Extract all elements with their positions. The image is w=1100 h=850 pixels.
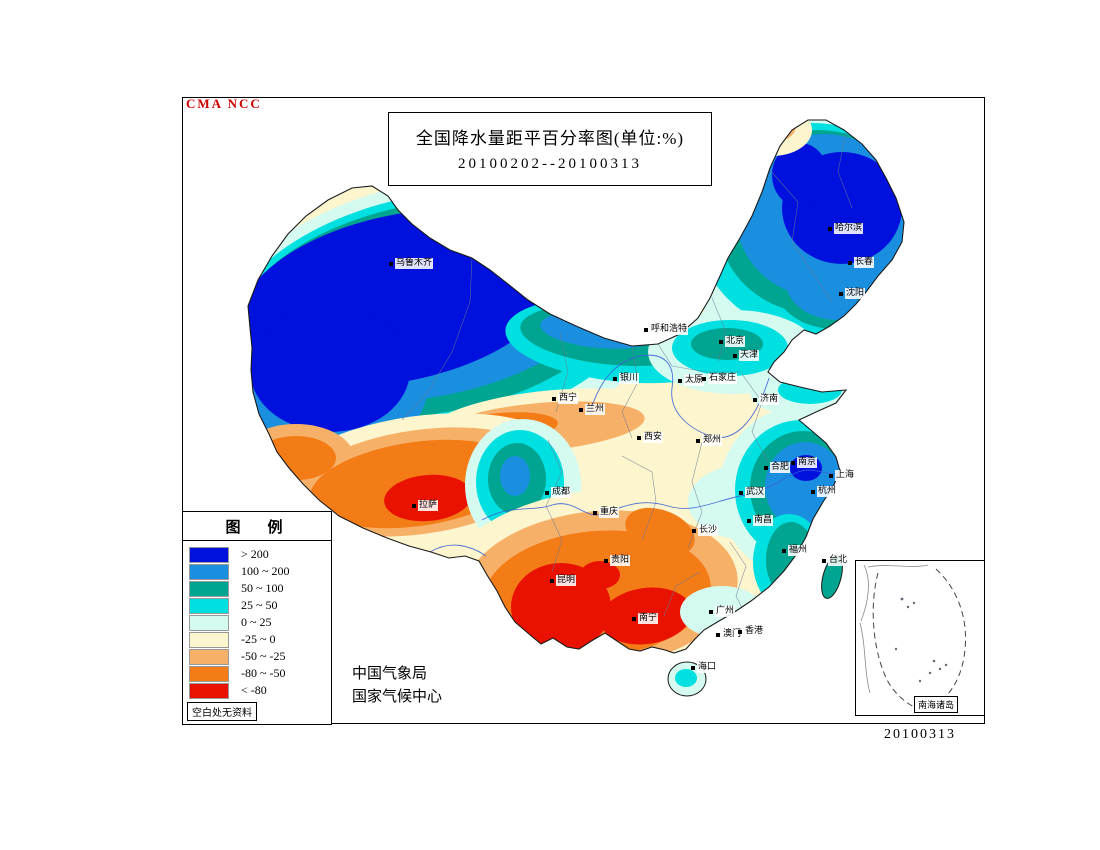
map-title: 全国降水量距平百分率图(单位:%) [415, 129, 685, 148]
legend-no-data: 空白处无资料 [187, 702, 257, 721]
legend-swatch [189, 597, 229, 614]
legend: 图 例 > 200 100 ~ 200 50 ~ 100 25 ~ 50 0 ~ 25 -… [182, 511, 332, 725]
legend-label: > 200 [241, 547, 269, 561]
legend-label: 25 ~ 50 [241, 598, 278, 612]
legend-item: 25 ~ 50 [189, 597, 331, 614]
legend-swatch [189, 563, 229, 580]
legend-swatch [189, 614, 229, 631]
rivers [429, 354, 838, 557]
map-title-box: 全国降水量距平百分率图(单位:%) 20100202--20100313 [388, 112, 712, 186]
legend-label: 100 ~ 200 [241, 564, 290, 578]
legend-swatch [189, 546, 229, 563]
date-stamp: 20100313 [884, 727, 956, 742]
legend-item: 50 ~ 100 [189, 580, 331, 597]
legend-item: -80 ~ -50 [189, 665, 331, 682]
legend-swatch [189, 665, 229, 682]
hainan-island [667, 661, 707, 697]
legend-item: -50 ~ -25 [189, 648, 331, 665]
inset-islands [894, 597, 948, 683]
legend-item: -25 ~ 0 [189, 631, 331, 648]
footer-credit: 中国气象局 国家气候中心 [352, 662, 442, 708]
legend-swatch [189, 631, 229, 648]
legend-swatch [189, 648, 229, 665]
footer-center: 国家气候中心 [352, 687, 443, 705]
inset-coastlines [859, 564, 929, 694]
map-date-range: 20100202--20100313 [458, 156, 642, 172]
agency-watermark: CMA NCC [186, 96, 262, 111]
legend-item: < -80 [189, 682, 331, 699]
legend-label: 50 ~ 100 [241, 581, 284, 595]
south-china-sea-inset: 南海诸岛 [855, 560, 985, 716]
footer-agency: 中国气象局 [352, 664, 428, 682]
legend-items: > 200 100 ~ 200 50 ~ 100 25 ~ 50 0 ~ 25 -25 ~… [183, 541, 331, 701]
inset-label: 南海诸岛 [914, 696, 959, 713]
legend-label: -25 ~ 0 [241, 632, 276, 646]
inset-dash-boundary [872, 568, 967, 710]
legend-item: > 200 [189, 546, 331, 563]
legend-label: < -80 [241, 683, 267, 697]
legend-label: -80 ~ -50 [241, 666, 286, 680]
inset-map-svg [859, 564, 967, 710]
legend-title: 图 例 [183, 512, 331, 541]
legend-label: 0 ~ 25 [241, 615, 272, 629]
legend-swatch [189, 682, 229, 699]
legend-swatch [189, 580, 229, 597]
legend-item: 0 ~ 25 [189, 614, 331, 631]
legend-label: -50 ~ -25 [241, 649, 286, 663]
legend-item: 100 ~ 200 [189, 563, 331, 580]
taiwan-island [821, 555, 843, 599]
